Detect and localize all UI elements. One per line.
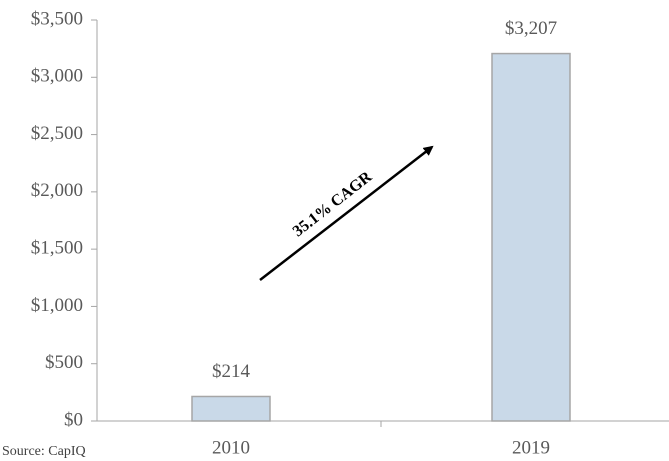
y-tick-label: $500 [45,352,83,373]
bar [191,395,271,422]
y-tick-label: $1,000 [31,295,83,316]
y-tick-label: $3,000 [31,66,83,87]
x-tick-label: 2010 [212,437,250,458]
y-tick-label: $1,500 [31,238,83,259]
cagr-arrow [259,145,434,281]
data-label: $214 [212,361,251,382]
y-tick-label: $3,500 [31,8,83,29]
x-tick-label: 2019 [512,437,550,458]
y-tick-label: $2,500 [31,123,83,144]
bar [491,52,571,422]
source-note: Source: CapIQ [2,444,86,459]
y-tick-label: $0 [64,409,83,430]
data-label: $3,207 [505,18,557,39]
y-tick-label: $2,000 [31,180,83,201]
cagr-annotation: 35.1% CAGR [290,168,376,240]
